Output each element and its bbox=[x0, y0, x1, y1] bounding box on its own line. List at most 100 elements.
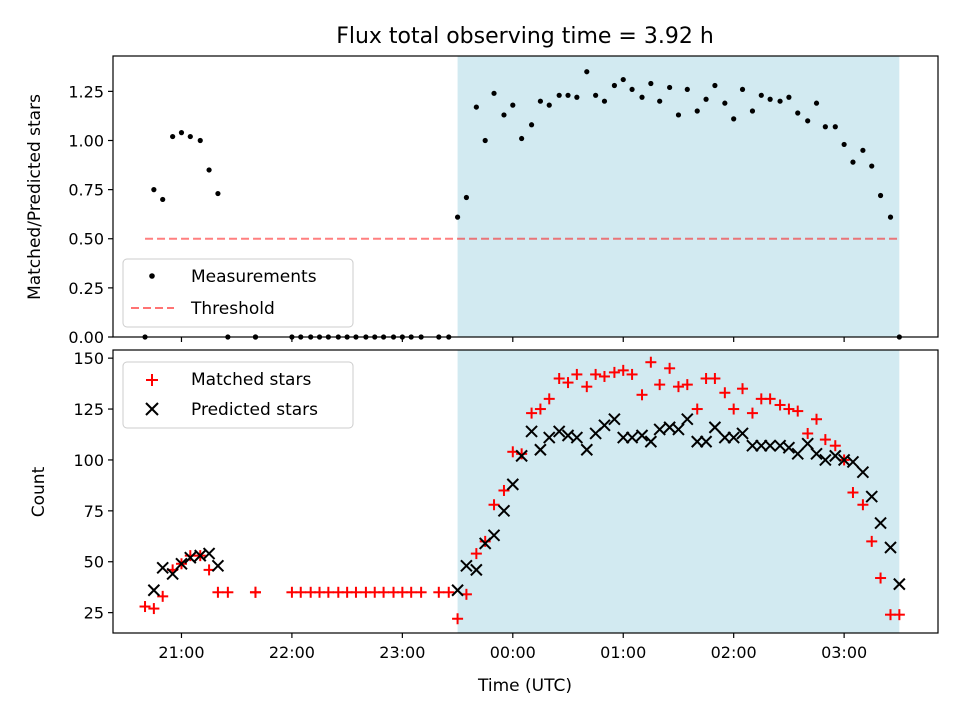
measurement-point bbox=[537, 98, 544, 104]
measurement-point bbox=[556, 92, 562, 98]
predicted-star-point bbox=[460, 559, 473, 573]
matched-star-point bbox=[452, 613, 464, 625]
measurement-point bbox=[795, 110, 801, 116]
measurement-point bbox=[574, 94, 580, 100]
predicted-star-point bbox=[791, 447, 804, 461]
x-tick-label: 23:00 bbox=[379, 643, 425, 662]
x-tick-label: 21:00 bbox=[158, 643, 204, 662]
legend-matched-label: Matched stars bbox=[191, 370, 311, 390]
legend-measurements-label: Measurements bbox=[191, 267, 317, 287]
predicted-star-point bbox=[763, 439, 777, 452]
matched-star-point bbox=[681, 379, 693, 391]
predicted-star-point bbox=[156, 561, 169, 575]
measurement-point bbox=[629, 86, 635, 93]
legend-measurements-marker bbox=[149, 273, 155, 279]
measurement-point bbox=[822, 124, 828, 130]
x-tick-label: 00:00 bbox=[490, 643, 536, 662]
count-plot-frame bbox=[112, 349, 939, 634]
matched-star-point bbox=[516, 448, 528, 460]
ratio-plot-frame bbox=[112, 55, 939, 338]
measurement-point bbox=[648, 80, 654, 87]
matched-star-point bbox=[590, 368, 602, 380]
predicted-star-point bbox=[543, 431, 556, 444]
matched-star-point bbox=[581, 381, 593, 393]
matched-star-point bbox=[498, 484, 510, 496]
measurement-point bbox=[510, 102, 516, 108]
measurement-point bbox=[703, 96, 709, 102]
matched-star-point bbox=[737, 383, 749, 395]
matched-star-point bbox=[719, 387, 731, 399]
predicted-star-point bbox=[534, 443, 547, 456]
predicted-star-point bbox=[819, 453, 832, 467]
ratio-x-axis bbox=[180, 337, 845, 342]
measurement-point bbox=[151, 187, 157, 193]
matched-star-point bbox=[212, 586, 224, 598]
legend-threshold-label: Threshold bbox=[190, 299, 275, 319]
x-axis-label: Time (UTC) bbox=[477, 676, 572, 696]
matched-star-point bbox=[857, 499, 869, 511]
count-legend-box bbox=[122, 361, 354, 429]
predicted-star-point bbox=[451, 584, 464, 597]
matched-star-point bbox=[598, 370, 610, 382]
matched-star-point bbox=[534, 403, 546, 415]
matched-star-point bbox=[654, 379, 666, 391]
predicted-star-point bbox=[801, 437, 814, 450]
measurement-point bbox=[639, 94, 645, 100]
matched-star-point bbox=[488, 499, 500, 511]
x-tick-label: 01:00 bbox=[600, 643, 646, 662]
measurement-point bbox=[187, 133, 193, 140]
predicted-star-point bbox=[829, 449, 842, 463]
measurement-point bbox=[667, 84, 673, 91]
measurement-point bbox=[841, 141, 847, 148]
predicted-star-point bbox=[672, 423, 685, 436]
ratio-y-tick-label: 0.25 bbox=[68, 279, 104, 298]
matched-star-point bbox=[350, 586, 362, 598]
measurement-point bbox=[620, 76, 626, 83]
predicted-star-point bbox=[570, 431, 584, 444]
predicted-star-point bbox=[691, 435, 704, 448]
measurement-point bbox=[501, 112, 507, 118]
legend-predicted-label: Predicted stars bbox=[191, 400, 318, 420]
matched-star-point bbox=[764, 393, 776, 405]
predicted-star-point bbox=[608, 413, 621, 426]
predicted-star-point bbox=[515, 449, 528, 463]
predicted-star-point bbox=[552, 425, 566, 438]
matched-star-point bbox=[664, 362, 676, 374]
predicted-star-point bbox=[506, 478, 520, 491]
x-tick-label: 02:00 bbox=[711, 643, 757, 662]
measurement-point bbox=[805, 118, 811, 124]
predicted-star-point bbox=[699, 435, 713, 448]
ratio-y-tick-label: 0.75 bbox=[68, 181, 104, 200]
matched-star-point bbox=[811, 413, 823, 425]
matched-star-point bbox=[847, 487, 859, 499]
matched-star-point bbox=[571, 368, 583, 380]
predicted-star-point bbox=[487, 529, 501, 542]
measurement-point bbox=[160, 196, 166, 203]
matched-star-point bbox=[866, 535, 878, 547]
observing-window-span-count bbox=[457, 350, 900, 633]
matched-star-point bbox=[184, 550, 196, 562]
predicted-star-point bbox=[708, 421, 722, 434]
measurement-point bbox=[869, 163, 875, 169]
matched-star-point bbox=[792, 405, 804, 417]
predicted-star-point bbox=[525, 425, 538, 438]
count-y-axis: 25 50 75 100 125 150 bbox=[73, 349, 113, 623]
count-y-tick-label: 50 bbox=[84, 553, 104, 572]
predicted-star-point bbox=[625, 431, 639, 444]
measurement-point bbox=[482, 137, 488, 144]
predicted-star-point bbox=[211, 559, 225, 573]
matched-star-point bbox=[405, 586, 417, 598]
matched-stars-points bbox=[139, 356, 905, 625]
matched-star-point bbox=[157, 590, 169, 602]
matched-star-point bbox=[479, 535, 491, 547]
count-y-tick-label: 75 bbox=[84, 502, 104, 521]
predicted-star-point bbox=[470, 563, 483, 577]
predicted-star-point bbox=[681, 413, 694, 426]
measurement-point bbox=[749, 108, 756, 114]
measurement-point bbox=[694, 108, 700, 114]
matched-star-point bbox=[709, 373, 721, 385]
chart-title: Flux total observing time = 3.92 h bbox=[336, 24, 714, 49]
count-y-tick-label: 100 bbox=[73, 451, 104, 470]
x-tick-label: 03:00 bbox=[821, 643, 867, 662]
predicted-star-point bbox=[644, 435, 658, 448]
